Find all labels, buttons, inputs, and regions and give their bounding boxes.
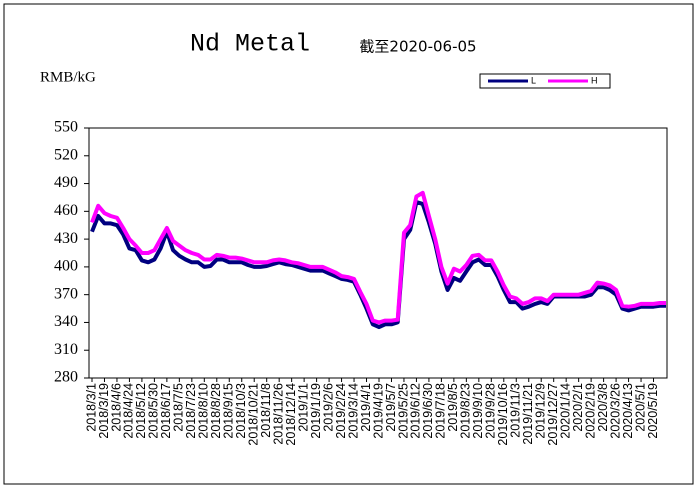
x-tick-label: 2018/4/6 [109,383,123,432]
x-tick-label: 2018/11/8 [259,383,273,438]
x-tick-label: 2020/4/13 [621,383,635,439]
x-tick-label: 2019/9/28 [484,383,498,439]
x-tick-label: 2018/10/21 [247,383,261,446]
x-tick-label: 2019/5/25 [396,383,410,439]
y-tick-label: 430 [54,230,78,247]
y-tick-label: 280 [54,369,78,386]
plot-area [88,127,668,379]
x-tick-label: 2018/6/17 [159,383,173,439]
x-tick-label: 2020/5/1 [633,383,647,432]
x-tick-label: 2019/3/14 [346,383,360,439]
x-tick-label: 2018/5/12 [134,383,148,439]
x-tick-label: 2020/1/14 [558,383,572,439]
x-tick-label: 2019/4/19 [371,383,385,439]
y-tick-label: 550 [54,119,78,136]
y-tick-label: 370 [54,285,78,302]
x-tick-label: 2019/12/27 [546,383,560,446]
x-tick-label: 2018/5/30 [147,383,161,439]
x-tick-label: 2019/2/24 [334,383,348,439]
x-tick-label: 2018/11/26 [271,383,285,445]
legend-label: L [531,75,536,85]
chart-title: Nd Metal [190,30,310,59]
x-tick-label: 2018/3/1 [84,383,98,432]
x-tick-label: 2018/12/14 [284,383,298,446]
x-tick-label: 2019/6/12 [409,383,423,439]
x-tick-label: 2019/4/1 [359,383,373,432]
legend-label: H [591,75,598,85]
x-tick-label: 2019/5/7 [384,383,398,432]
y-tick-label: 400 [54,258,78,275]
x-tick-label: 2018/3/19 [97,383,111,439]
y-tick-label: 490 [54,174,78,191]
x-tick-label: 2019/8/5 [446,383,460,432]
chart-subtitle: 截至2020-06-05 [359,38,476,56]
y-tick-label: 520 [54,146,78,163]
x-tick-label: 2019/12/9 [534,383,548,439]
x-tick-label: 2018/7/23 [184,383,198,439]
x-tick-label: 2019/8/23 [459,383,473,439]
x-tick-label: 2020/3/26 [608,383,622,439]
x-tick-label: 2019/2/6 [321,383,335,432]
x-tick-label: 2019/6/30 [421,383,435,439]
x-tick-label: 2019/9/10 [471,383,485,439]
x-tick-label: 2018/4/24 [122,383,136,439]
x-tick-label: 2020/2/19 [583,383,597,439]
x-tick-label: 2019/1/1 [296,383,310,432]
x-tick-label: 2019/10/16 [496,383,510,446]
x-tick-label: 2019/11/21 [521,383,535,445]
line-series [90,190,666,325]
legend-box [479,73,611,89]
x-tick-label: 2018/10/3 [234,383,248,439]
y-tick-label: 460 [54,202,78,219]
x-tick-label: 2018/8/10 [197,383,211,439]
x-tick-label: 2019/1/19 [309,383,323,439]
x-tick-label: 2018/9/15 [222,383,236,439]
y-axis-label: RMB/kG [40,69,96,85]
x-tick-label: 2020/2/1 [571,383,585,432]
x-tick-label: 2018/7/5 [172,383,186,432]
x-tick-label: 2019/7/18 [434,383,448,439]
y-tick-label: 310 [54,341,78,358]
x-tick-label: 2018/8/28 [209,383,223,439]
x-tick-label: 2019/11/3 [509,383,523,438]
y-tick-label: 340 [54,313,78,330]
x-tick-label: 2020/5/19 [646,383,660,439]
x-tick-label: 2020/3/8 [596,383,610,432]
